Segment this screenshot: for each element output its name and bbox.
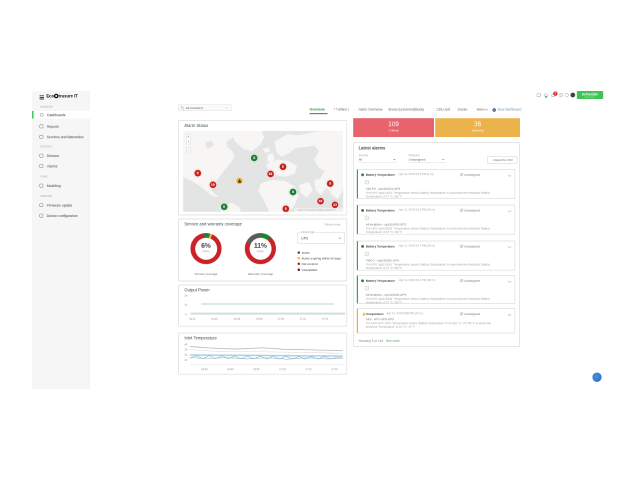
svg-text:Leaflet | © OpenStreetMap cont: Leaflet | © OpenStreetMap contributors [297,209,336,212]
svg-text:40: 40 [184,342,187,346]
svg-text:17:20: 17:20 [331,367,338,371]
svg-text:1k: 1k [184,303,187,307]
svg-text:20: 20 [184,353,187,357]
svg-text:16:40: 16:40 [234,317,241,321]
svg-text:2k: 2k [184,294,187,298]
svg-text:0: 0 [185,312,187,316]
svg-text:17:00: 17:00 [278,317,285,321]
svg-text:16:20: 16:20 [189,317,196,321]
svg-text:17:10: 17:10 [300,317,307,321]
svg-text:16:40: 16:40 [227,367,234,371]
svg-text:10: 10 [184,358,187,362]
svg-text:17:20: 17:20 [322,317,329,321]
svg-text:17:00: 17:00 [279,367,286,371]
svg-text:16:30: 16:30 [211,317,218,321]
svg-text:16:50: 16:50 [256,317,263,321]
svg-text:17:10: 17:10 [305,367,312,371]
svg-text:16:30: 16:30 [201,367,208,371]
svg-text:16:50: 16:50 [253,367,260,371]
svg-text:30: 30 [184,348,187,352]
